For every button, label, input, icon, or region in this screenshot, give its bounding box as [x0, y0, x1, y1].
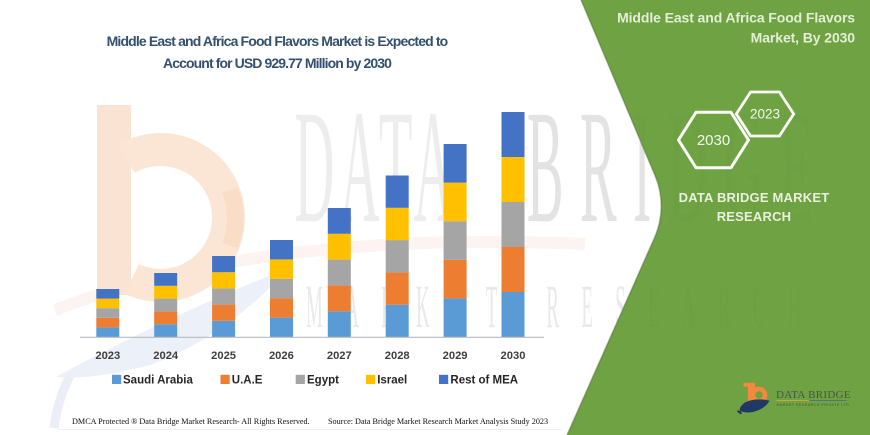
svg-text:Middle East and Africa Food Fl: Middle East and Africa Food Flavors Mark…	[107, 33, 448, 49]
svg-text:2023: 2023	[750, 107, 780, 122]
svg-text:RESEARCH: RESEARCH	[717, 209, 792, 224]
svg-text:DATA BRIDGE: DATA BRIDGE	[776, 389, 851, 401]
svg-text:Source: Data Bridge Market Res: Source: Data Bridge Market Research Mark…	[328, 417, 548, 426]
svg-text:DATA: DATA	[295, 78, 459, 257]
svg-text:2030: 2030	[697, 132, 730, 149]
svg-text:2023: 2023	[95, 350, 120, 362]
svg-text:2026: 2026	[269, 350, 294, 362]
svg-text:DATA BRIDGE MARKET: DATA BRIDGE MARKET	[679, 190, 830, 205]
svg-text:2025: 2025	[211, 350, 236, 362]
svg-text:2028: 2028	[385, 350, 410, 362]
svg-text:U.A.E: U.A.E	[232, 375, 263, 387]
svg-text:MARKET RESEARCH PRIVATE LTD: MARKET RESEARCH PRIVATE LTD	[777, 403, 850, 407]
svg-text:Israel: Israel	[377, 375, 407, 387]
svg-text:2029: 2029	[443, 350, 468, 362]
svg-text:Egypt: Egypt	[307, 375, 339, 387]
svg-text:Market, By 2030: Market, By 2030	[751, 30, 856, 46]
svg-text:2030: 2030	[501, 350, 526, 362]
svg-text:Rest of MEA: Rest of MEA	[450, 375, 518, 387]
svg-text:Account for USD 929.77 Million: Account for USD 929.77 Million by 2030	[163, 55, 392, 71]
svg-text:DMCA Protected ® Data Bridge M: DMCA Protected ® Data Bridge Market Rese…	[72, 417, 310, 426]
svg-text:Saudi Arabia: Saudi Arabia	[123, 375, 193, 387]
svg-text:2027: 2027	[327, 350, 352, 362]
svg-text:2024: 2024	[153, 350, 179, 362]
svg-text:Middle East and Africa Food Fl: Middle East and Africa Food Flavors	[617, 10, 855, 26]
